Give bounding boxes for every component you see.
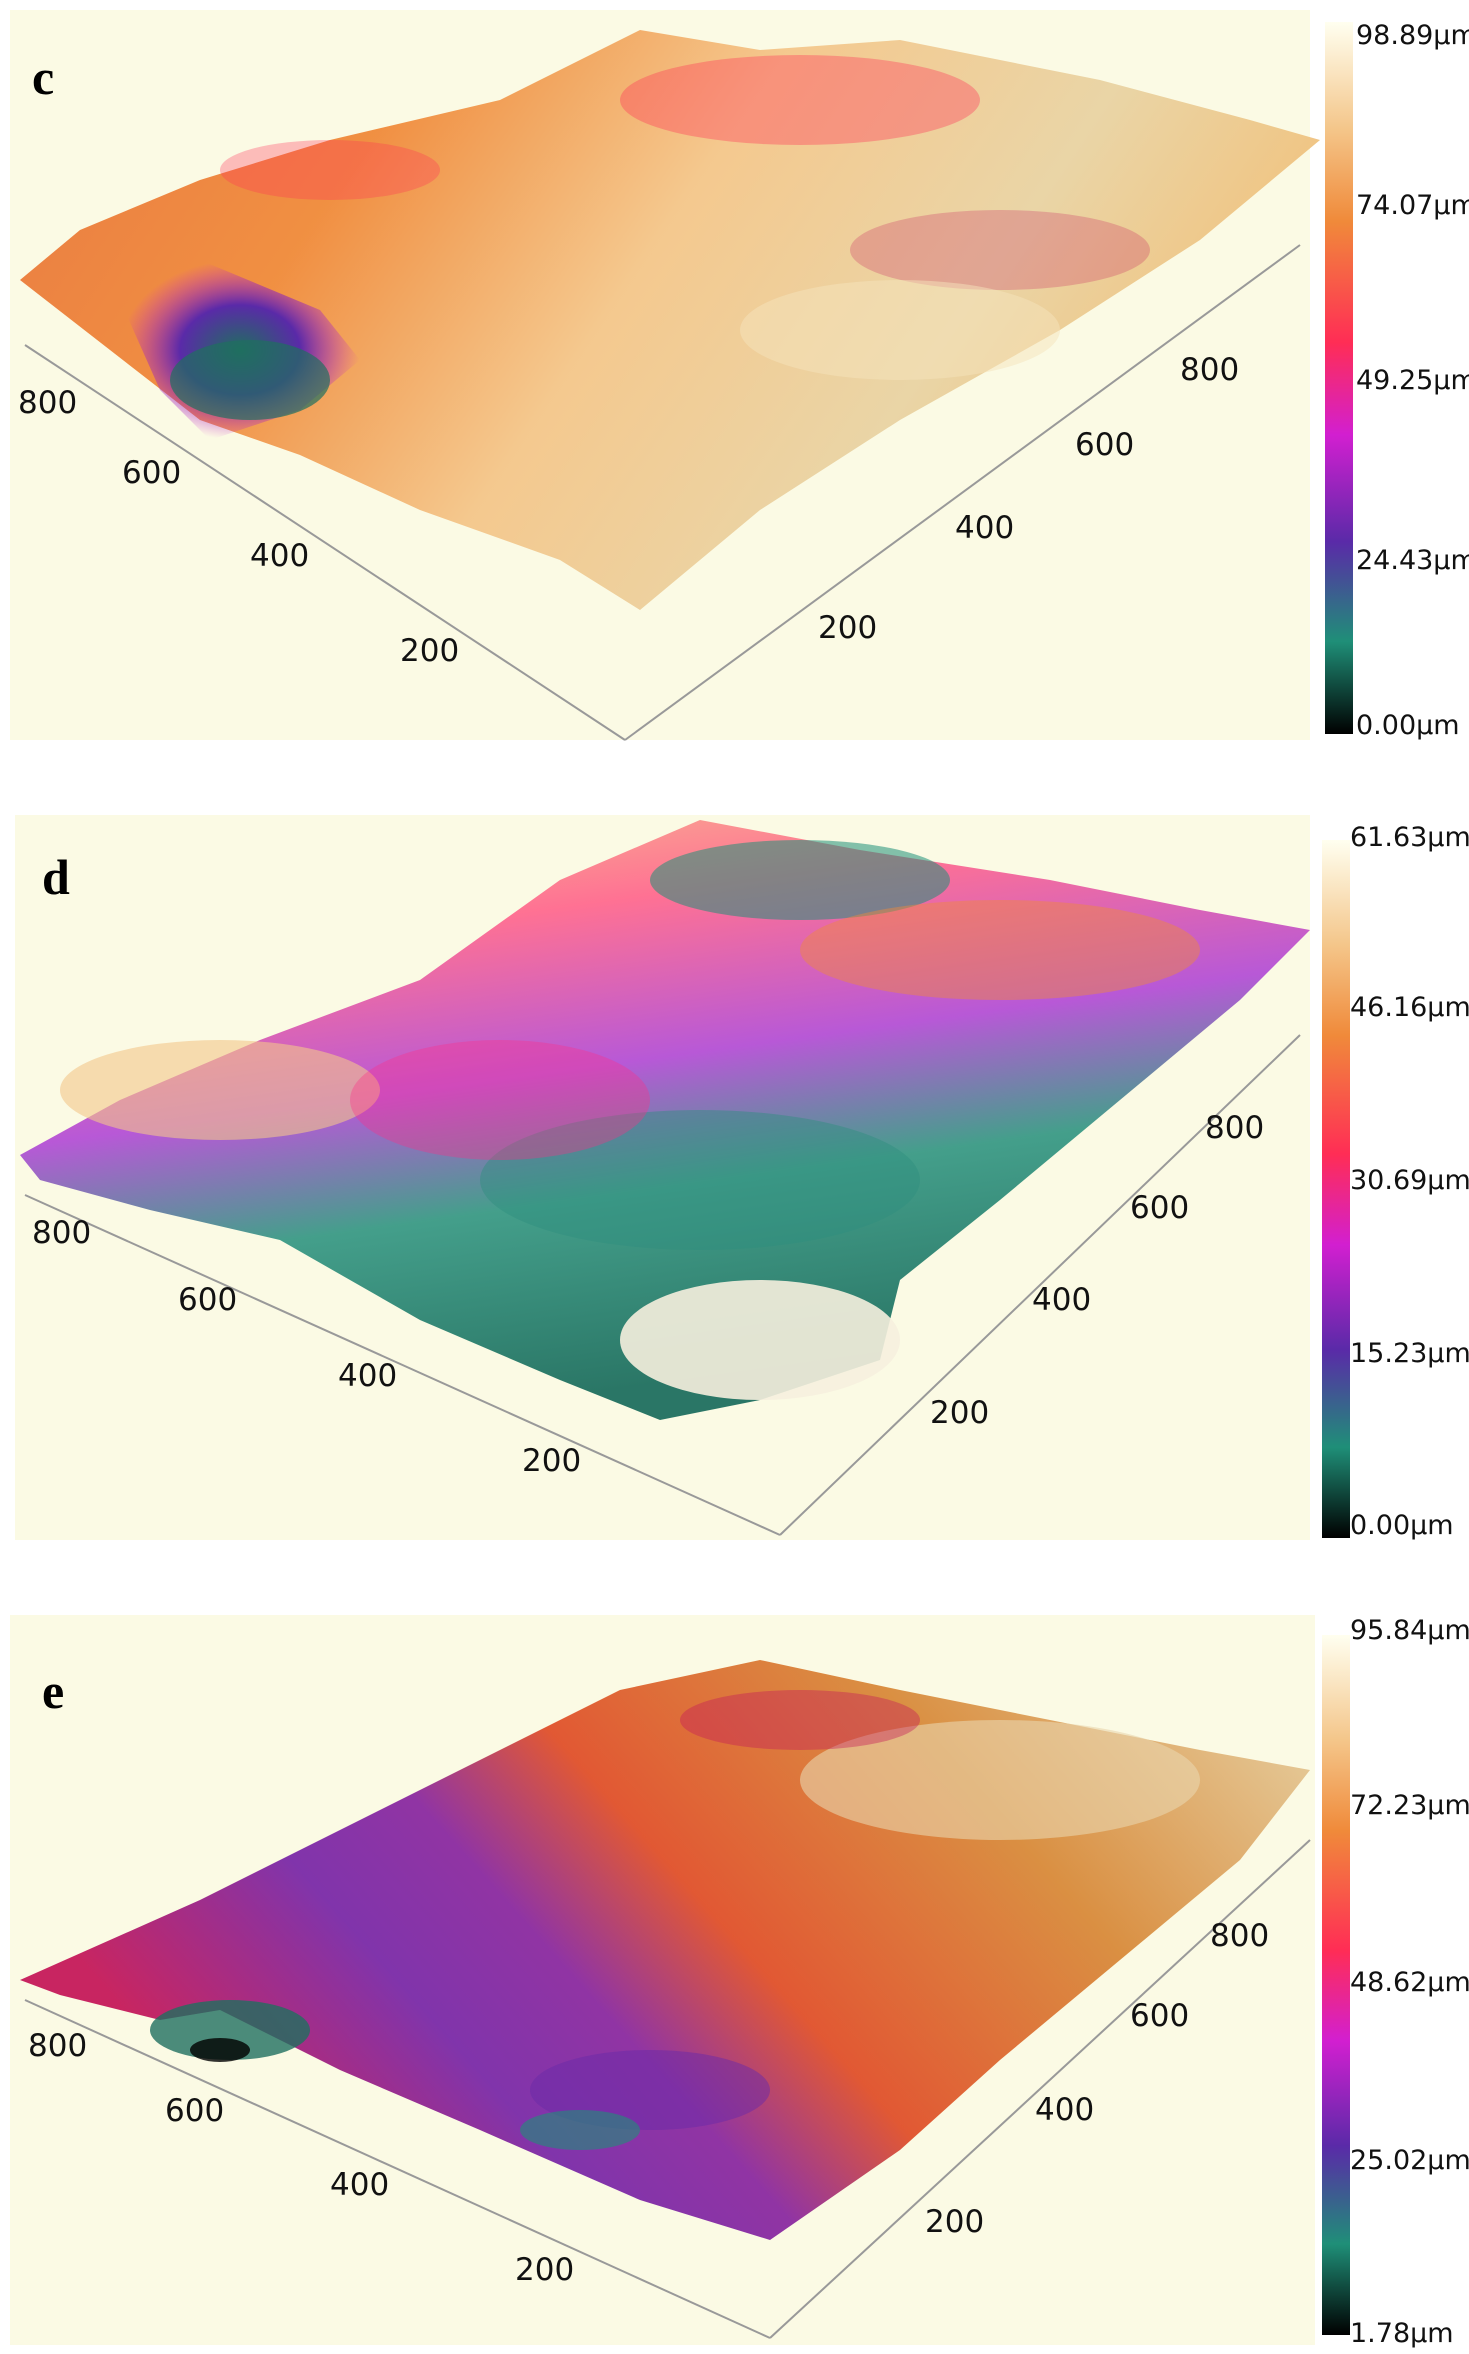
- axis-tick-left: 600: [178, 1282, 238, 1318]
- axis-tick-right: 200: [818, 610, 878, 646]
- axis-tick-left: 600: [122, 455, 182, 491]
- colorbar-label: 0.00µm: [1350, 1510, 1454, 1541]
- surface-plot-d: [20, 820, 1310, 1536]
- colorbar-label: 15.23µm: [1350, 1338, 1469, 1369]
- colorbar: [1325, 22, 1353, 734]
- axis-tick-right: 600: [1130, 1190, 1190, 1226]
- axis-tick-left: 800: [32, 1215, 92, 1251]
- axis-tick-right: 600: [1075, 427, 1135, 463]
- axis-tick-right: 400: [1035, 2092, 1095, 2128]
- panel-d: d 800 600 400 200 800 600 400 200 61.63µ…: [0, 800, 1469, 1560]
- axis-tick-right: 600: [1130, 1998, 1190, 2034]
- colorbar: [1322, 1635, 1350, 2335]
- colorbar-label: 30.69µm: [1350, 1165, 1469, 1196]
- panel-e: e 800 600 400 200 800 600 400 200 95.84µ…: [0, 1610, 1469, 2354]
- colorbar-label: 24.43µm: [1356, 545, 1469, 576]
- axis-tick-right: 400: [1032, 1282, 1092, 1318]
- axis-tick-left: 400: [330, 2167, 390, 2203]
- axis-tick-left: 800: [18, 385, 78, 421]
- colorbar-label: 1.78µm: [1350, 2318, 1454, 2349]
- axis-tick-left: 200: [522, 1443, 582, 1479]
- axis-tick-right: 800: [1180, 352, 1240, 388]
- colorbar-label: 98.89µm: [1356, 20, 1469, 51]
- axis-tick-left: 800: [28, 2028, 88, 2064]
- colorbar: [1322, 840, 1350, 1538]
- colorbar-label: 48.62µm: [1350, 1967, 1469, 1998]
- panel-letter: d: [42, 849, 70, 905]
- axis-tick-left: 400: [338, 1358, 398, 1394]
- surface-plot-e: [20, 1660, 1311, 2339]
- colorbar-label: 0.00µm: [1356, 710, 1460, 741]
- colorbar-label: 61.63µm: [1350, 822, 1469, 853]
- colorbar-label: 74.07µm: [1356, 190, 1469, 221]
- colorbar-label: 25.02µm: [1350, 2145, 1469, 2176]
- axis-tick-right: 400: [955, 510, 1015, 546]
- colorbar-label: 46.16µm: [1350, 992, 1469, 1023]
- surface-plot-c: [20, 30, 1320, 741]
- axis-tick-left: 200: [515, 2252, 575, 2288]
- colorbar-label: 49.25µm: [1356, 365, 1469, 396]
- colorbar-label: 95.84µm: [1350, 1615, 1469, 1646]
- panel-letter: c: [32, 49, 55, 105]
- axis-tick-left: 400: [250, 538, 310, 574]
- axis-tick-right: 800: [1205, 1110, 1265, 1146]
- axis-tick-left: 600: [165, 2093, 225, 2129]
- axis-tick-right: 800: [1210, 1918, 1270, 1954]
- axis-tick-right: 200: [925, 2204, 985, 2240]
- colorbar-label: 72.23µm: [1350, 1790, 1469, 1821]
- axis-tick-left: 200: [400, 633, 460, 669]
- panel-c: c 800 600 400 200 800 600 400 200 98.89µ…: [0, 0, 1469, 760]
- panel-letter: e: [42, 1663, 65, 1719]
- axis-tick-right: 200: [930, 1395, 990, 1431]
